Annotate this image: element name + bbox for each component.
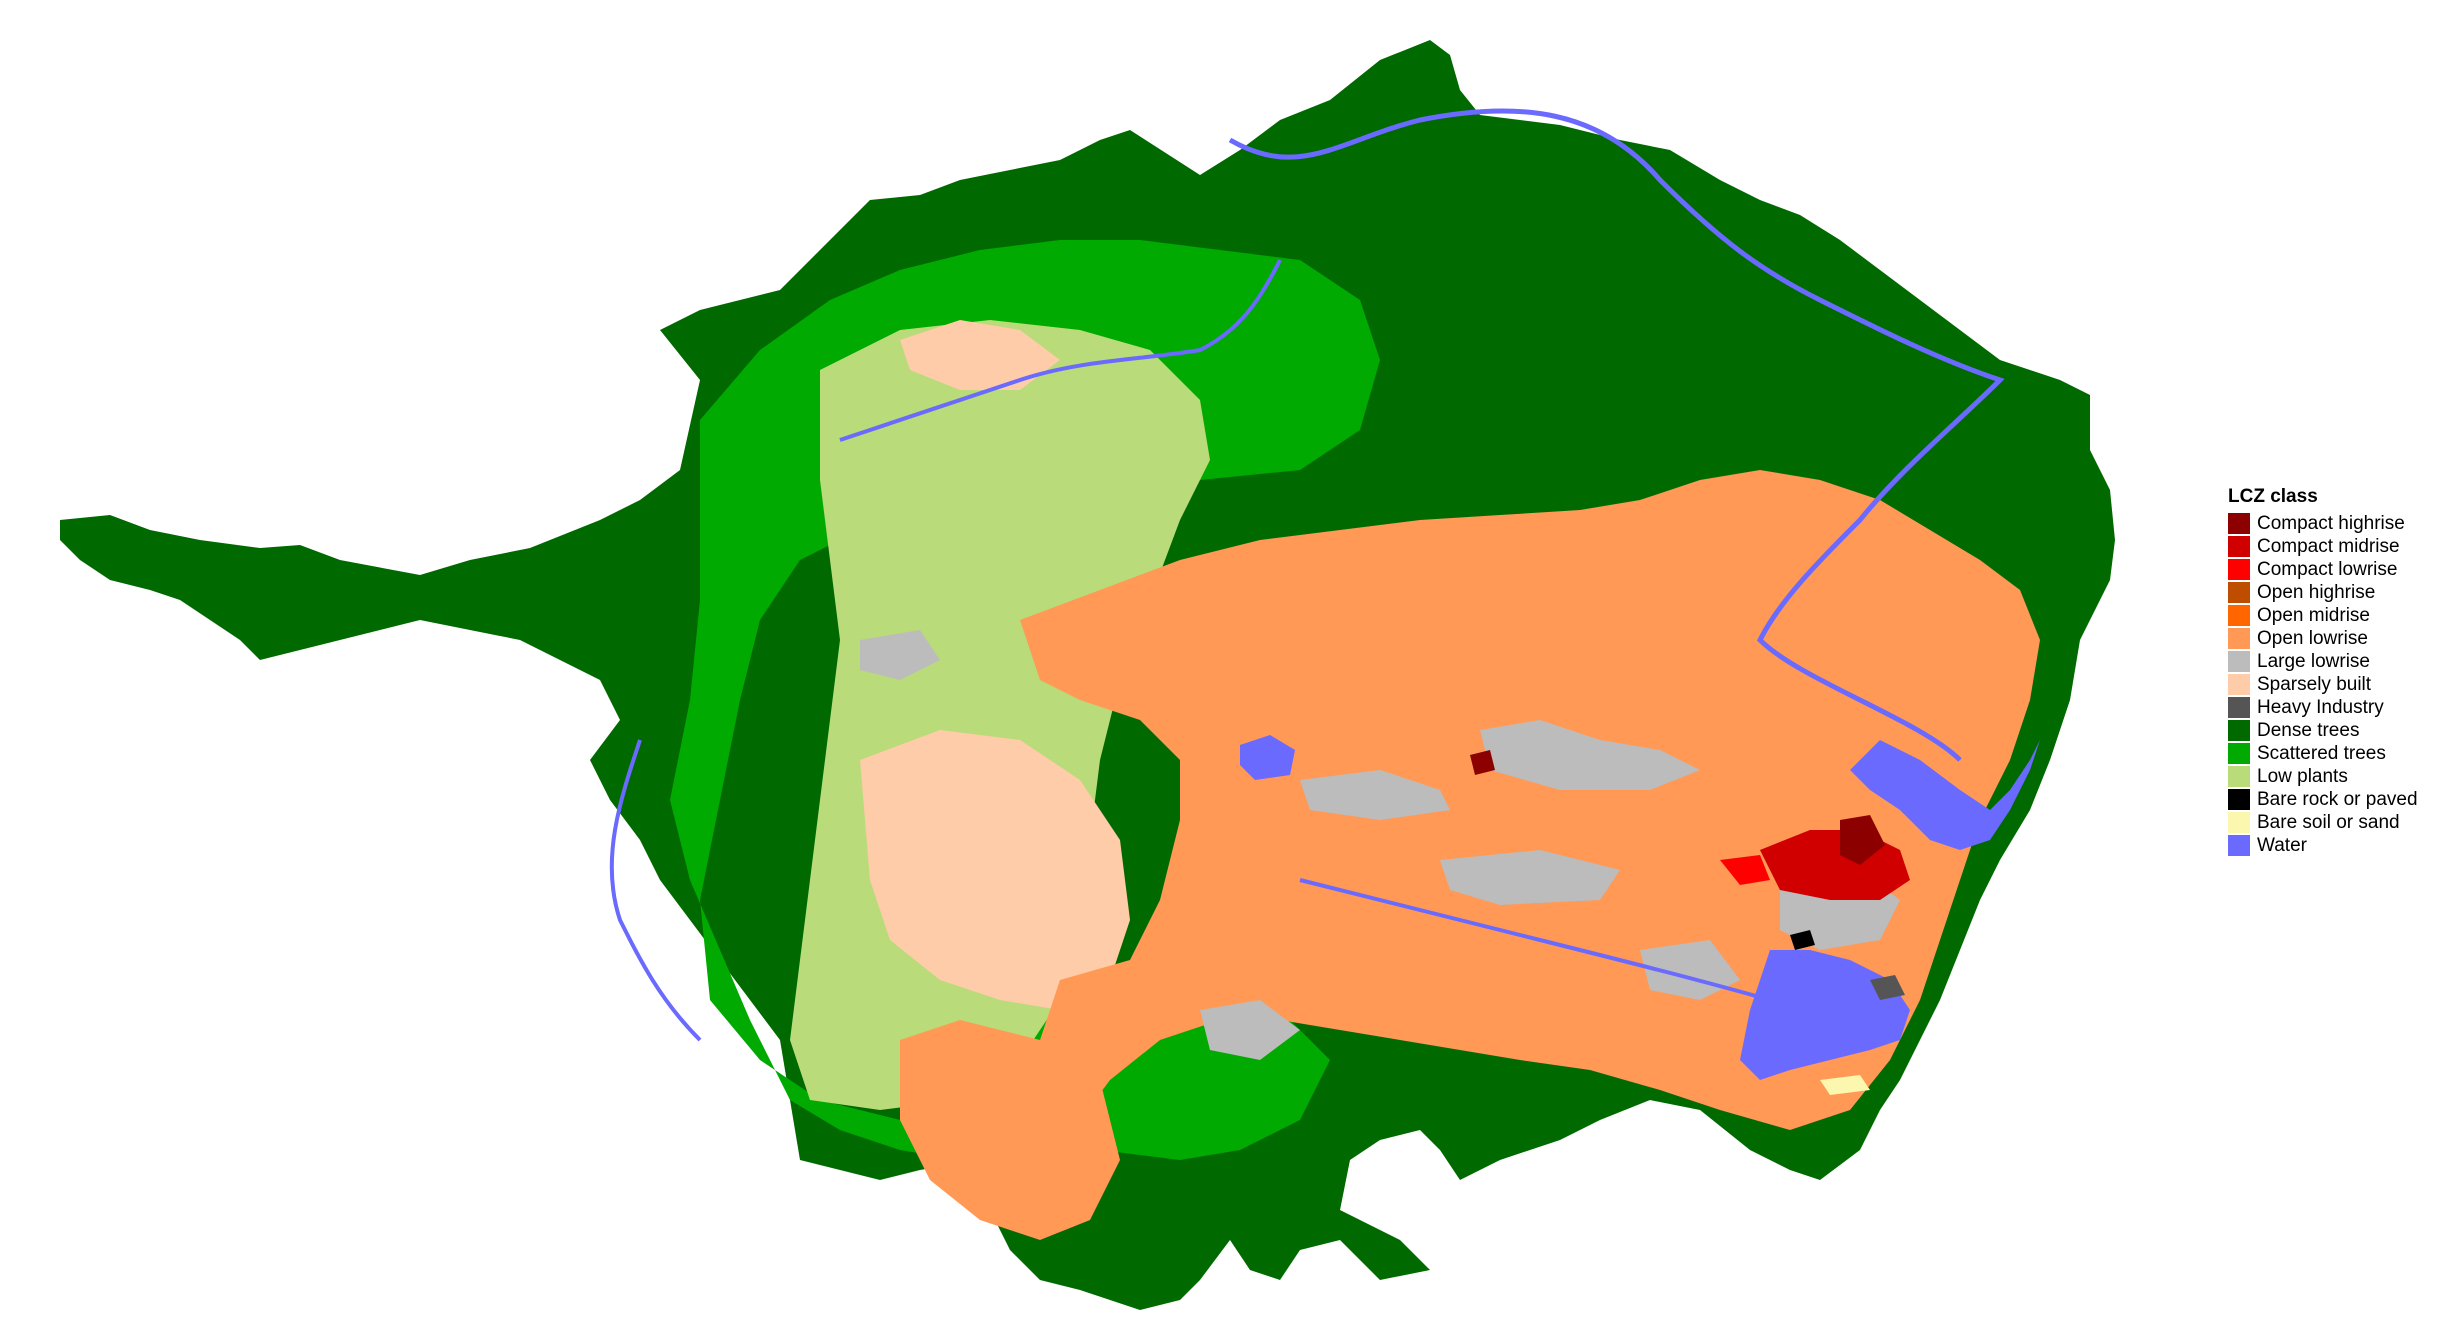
region-large-lowrise-a: [1300, 770, 1450, 820]
legend-label: Heavy Industry: [2257, 697, 2384, 718]
legend-label: Compact highrise: [2257, 513, 2405, 534]
legend-item: Scattered trees: [2228, 742, 2448, 765]
legend-swatch: [2228, 674, 2250, 695]
legend-swatch: [2228, 766, 2250, 787]
legend-label: Sparsely built: [2257, 674, 2372, 695]
region-water-bay: [1740, 950, 1910, 1080]
legend-swatch: [2228, 513, 2250, 534]
region-water-lake: [1240, 735, 1295, 780]
legend-swatch: [2228, 605, 2250, 626]
legend-swatch: [2228, 628, 2250, 649]
region-heavy-industry: [1870, 975, 1905, 1000]
region-bare-soil: [1820, 1075, 1870, 1095]
region-bare-rock: [1790, 930, 1815, 950]
legend-swatch: [2228, 720, 2250, 741]
legend-item: Large lowrise: [2228, 650, 2448, 673]
region-sparsely-built: [860, 730, 1130, 1010]
legend-label: Large lowrise: [2257, 651, 2370, 672]
legend-swatch: [2228, 789, 2250, 810]
region-compact-lowrise: [1720, 855, 1770, 885]
legend-item: Sparsely built: [2228, 673, 2448, 696]
legend-label: Compact lowrise: [2257, 559, 2398, 580]
legend-swatch: [2228, 697, 2250, 718]
legend-item: Bare soil or sand: [2228, 811, 2448, 834]
region-water-coast: [609, 739, 702, 1042]
legend-item: Low plants: [2228, 765, 2448, 788]
legend-label: Open highrise: [2257, 582, 2376, 603]
legend-item: Compact lowrise: [2228, 558, 2448, 581]
region-open-lowrise-sw: [900, 1020, 1120, 1240]
legend-label: Bare rock or paved: [2257, 789, 2418, 810]
region-compact-highrise: [1840, 815, 1885, 865]
legend-label: Compact midrise: [2257, 536, 2400, 557]
region-large-lowrise-b: [1480, 720, 1700, 790]
region-water-river-south: [1299, 878, 1771, 1002]
legend-item: Bare rock or paved: [2228, 788, 2448, 811]
region-water-river-west: [839, 259, 1282, 442]
map-legend: LCZ class Compact highrise Compact midris…: [2228, 486, 2448, 857]
legend-label: Bare soil or sand: [2257, 812, 2400, 833]
region-sparsely-built-north: [900, 320, 1060, 390]
region-compact-highrise-west: [1470, 750, 1495, 775]
legend-swatch: [2228, 536, 2250, 557]
region-large-lowrise-f: [860, 630, 940, 680]
region-water-harbour: [1850, 740, 2040, 850]
legend-label: Open midrise: [2257, 605, 2370, 626]
legend-swatch: [2228, 559, 2250, 580]
legend-items: Compact highrise Compact midrise Compact l…: [2228, 512, 2448, 857]
region-large-lowrise-c: [1440, 850, 1620, 905]
legend-item: Compact midrise: [2228, 535, 2448, 558]
legend-item: Heavy Industry: [2228, 696, 2448, 719]
legend-title: LCZ class: [2228, 486, 2318, 507]
legend-label: Low plants: [2257, 766, 2348, 787]
legend-item: Compact highrise: [2228, 512, 2448, 535]
region-large-lowrise-e: [1200, 1000, 1300, 1060]
legend-item: Open lowrise: [2228, 627, 2448, 650]
legend-label: Scattered trees: [2257, 743, 2386, 764]
legend-swatch: [2228, 743, 2250, 764]
legend-item: Open highrise: [2228, 581, 2448, 604]
legend-label: Open lowrise: [2257, 628, 2368, 649]
legend-item: Water: [2228, 834, 2448, 857]
legend-label: Dense trees: [2257, 720, 2360, 741]
legend-swatch: [2228, 582, 2250, 603]
region-water-river: [1228, 108, 2005, 762]
legend-swatch: [2228, 835, 2250, 856]
legend-item: Dense trees: [2228, 719, 2448, 742]
legend-label: Water: [2257, 835, 2307, 856]
legend-swatch: [2228, 651, 2250, 672]
legend-swatch: [2228, 812, 2250, 833]
legend-item: Open midrise: [2228, 604, 2448, 627]
